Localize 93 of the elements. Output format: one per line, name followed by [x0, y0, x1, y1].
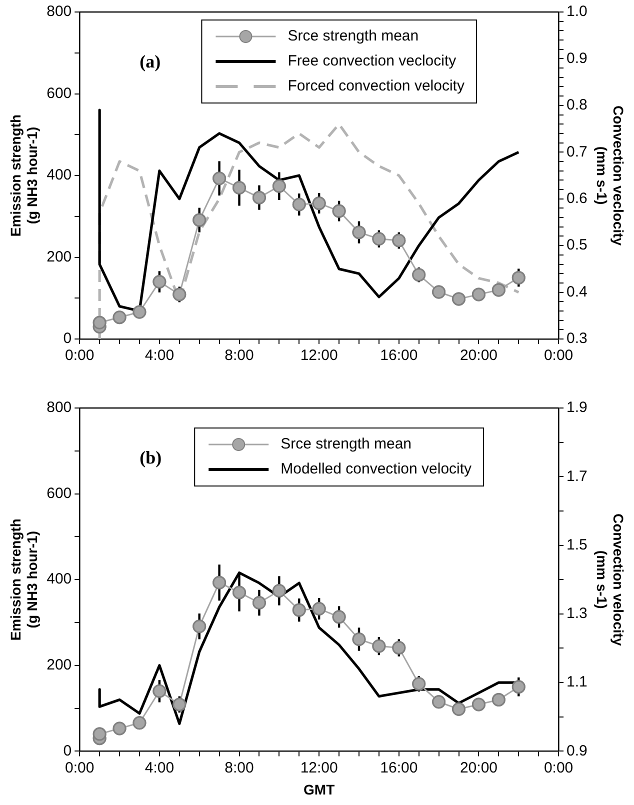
y-tick-label: 600: [46, 484, 72, 502]
x-tick-label: 20:00: [460, 347, 498, 364]
point: [292, 603, 306, 617]
y2-tick-label: 0.3: [566, 330, 588, 348]
point: [472, 698, 486, 712]
point: [272, 179, 286, 193]
y-tick-label: 400: [46, 166, 72, 184]
point: [192, 620, 206, 634]
y-axis-title: Emission strength (g NH3 hour-1): [7, 518, 40, 641]
x-tick-label: 8:00: [224, 347, 254, 364]
point: [232, 586, 246, 600]
x-tick-label: 16:00: [380, 347, 418, 364]
y-tick-label: 600: [46, 84, 72, 102]
y2-tick-label: 1.3: [566, 605, 588, 622]
point: [412, 677, 426, 691]
point: [312, 196, 326, 210]
y2-tick-label: 1.7: [566, 468, 588, 485]
x-tick-label: 0:00: [65, 759, 94, 776]
point: [312, 602, 326, 616]
point: [472, 288, 486, 302]
point: [512, 680, 526, 694]
x-tick-label: 20:00: [460, 759, 498, 776]
point: [352, 226, 366, 240]
point: [252, 190, 266, 204]
y-tick-label: 400: [46, 570, 72, 588]
y-tick-label: 0: [63, 330, 72, 348]
x-tick-label: 16:00: [380, 759, 418, 776]
annotation: (b): [140, 448, 162, 468]
x-axis-title: GMT: [304, 781, 336, 798]
x-tick-label: 4:00: [144, 759, 174, 776]
y-tick-label: 800: [46, 3, 72, 20]
legend-label: Free convection veclocity: [288, 52, 457, 70]
y2-tick-label: 0.8: [566, 96, 588, 114]
x-tick-label: 0:00: [544, 759, 574, 776]
y2-axis-title: Convection velocity (mm s-1): [594, 513, 627, 646]
y2-axis-title: Convection veclocity (mm s-1): [594, 105, 627, 246]
point: [372, 639, 386, 653]
point: [152, 275, 166, 289]
point: [352, 632, 366, 646]
point: [212, 172, 226, 186]
legend-label: Srce strength mean: [280, 436, 412, 453]
point: [452, 702, 466, 716]
point: [192, 213, 206, 227]
y2-tick-label: 0.9: [566, 50, 588, 67]
x-tick-label: 12:00: [300, 759, 338, 776]
point: [92, 727, 106, 741]
point: [252, 596, 266, 610]
point: [412, 268, 426, 282]
legend-label: Forced convection velocity: [288, 78, 465, 95]
point: [132, 716, 146, 730]
y2-tick-label: 0.5: [566, 236, 588, 254]
point: [152, 684, 166, 698]
point: [332, 204, 346, 218]
x-tick-label: 12:00: [300, 347, 338, 364]
y-tick-label: 0: [63, 742, 72, 760]
x-tick-label: 0:00: [65, 347, 94, 364]
y2-tick-label: 0.4: [566, 283, 588, 300]
point: [332, 610, 346, 624]
point: [232, 181, 246, 195]
point: [392, 641, 406, 655]
legend-label: Srce strength mean: [288, 28, 419, 45]
y2-tick-label: 1.1: [566, 674, 588, 691]
x-tick-label: 4:00: [144, 347, 174, 364]
y2-tick-label: 0.7: [566, 143, 588, 160]
point: [432, 285, 446, 299]
point: [492, 283, 506, 297]
x-tick-label: 8:00: [224, 759, 254, 776]
y-tick-label: 200: [46, 248, 72, 266]
y-tick-label: 200: [46, 656, 72, 674]
annotation: (a): [140, 52, 161, 72]
point: [512, 270, 526, 284]
y-tick-label: 800: [46, 399, 72, 416]
point: [92, 316, 106, 330]
point: [172, 288, 186, 302]
y2-tick-label: 0.6: [566, 190, 588, 207]
y2-tick-label: 1.0: [566, 3, 588, 20]
point: [292, 198, 306, 212]
legend-label: Modelled convection velocity: [280, 460, 472, 478]
x-tick-label: 0:00: [544, 347, 574, 364]
point: [112, 310, 126, 324]
point: [492, 692, 506, 706]
y2-tick-label: 0.9: [566, 742, 588, 760]
point: [112, 722, 126, 736]
point: [212, 576, 226, 590]
y2-tick-label: 1.9: [566, 399, 588, 416]
point: [452, 292, 466, 306]
point: [372, 232, 386, 246]
y2-tick-label: 1.5: [566, 536, 588, 554]
point: [272, 584, 286, 598]
point: [432, 695, 446, 709]
y-axis-title: Emission strength (g NH3 hour-1): [7, 114, 40, 237]
point: [392, 234, 406, 248]
point: [172, 698, 186, 712]
